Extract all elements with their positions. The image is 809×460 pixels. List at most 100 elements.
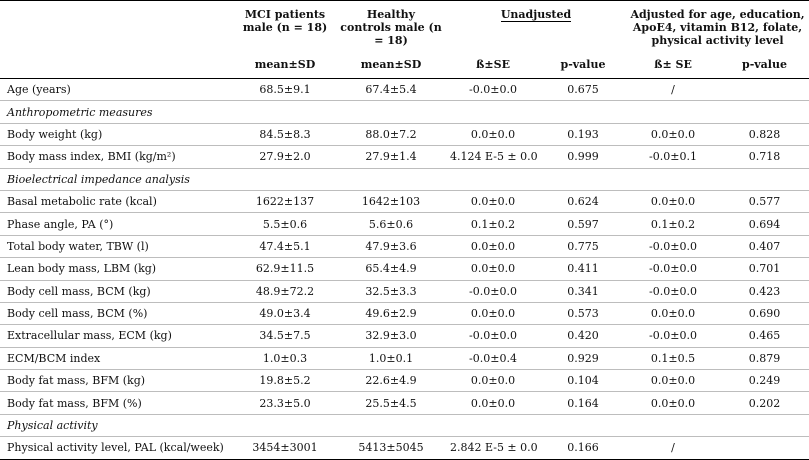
subheader-blank [0,58,234,79]
cell-mci-mean: 49.0±3.4 [234,302,336,326]
subheader-unadj-p: p-value [540,58,627,79]
cell-adj-p: 0.577 [720,190,809,214]
cell-mci-mean: 62.9±11.5 [234,257,336,281]
header-unadjusted-label: Unadjusted [500,8,572,22]
section-row: Bioelectrical impedance analysis [0,168,809,191]
row-label: Body fat mass, BFM (kg) [0,369,234,393]
cell-adj-p: 0.423 [720,280,809,303]
header-unadjusted: Unadjusted [446,1,626,59]
cell-unadj-p: 0.775 [540,235,627,259]
cell-adj-p [720,78,809,102]
table-row: Basal metabolic rate (kcal) 1622±137 1642±… [0,190,809,214]
cell-hc-mean: 49.6±2.9 [336,302,446,326]
cell-unadj-beta: 0.0±0.0 [446,257,540,281]
cell-unadj-beta: 0.0±0.0 [446,123,540,147]
cell-unadj-beta: -0.0±0.4 [446,347,540,371]
subheader-unadj-beta: ß±SE [446,58,540,79]
row-label: Age (years) [0,78,234,102]
table-row: Body fat mass, BFM (kg) 19.8±5.2 22.6±4.9 0… [0,369,809,393]
cell-hc-mean: 1642±103 [336,190,446,214]
cell-unadj-beta: 0.1±0.2 [446,212,540,236]
row-label: Lean body mass, LBM (kg) [0,257,234,281]
cell-adj-beta: 0.1±0.5 [626,347,721,371]
table-row: Body weight (kg) 84.5±8.3 88.0±7.2 0.0±0.0 0… [0,123,809,147]
table-row: Body cell mass, BCM (%) 49.0±3.4 49.6±2.9 0… [0,302,809,326]
cell-adj-beta: / [626,78,721,102]
cell-mci-mean: 3454±3001 [234,436,336,460]
cell-hc-mean: 32.5±3.3 [336,280,446,303]
header-mci: MCI patients male (n = 18) [242,8,328,34]
table-row: Total body water, TBW (l) 47.4±5.1 47.9±3.… [0,235,809,259]
cell-adj-beta: -0.0±0.0 [626,280,721,303]
cell-unadj-p: 0.597 [540,212,627,236]
cell-unadj-p: 0.104 [540,369,627,393]
cell-unadj-beta: 0.0±0.0 [446,302,540,326]
table-row: Body mass index, BMI (kg/m²) 27.9±2.0 27.9… [0,145,809,169]
subheader-adj-beta: ß± SE [626,58,721,79]
cell-unadj-beta: 2.842 E-5 ± 0.0 [446,436,540,460]
row-label: Basal metabolic rate (kcal) [0,190,234,214]
cell-adj-p: 0.701 [720,257,809,281]
section-label: Bioelectrical impedance analysis [0,168,809,191]
cell-unadj-beta: 0.0±0.0 [446,190,540,214]
cell-hc-mean: 32.9±3.0 [336,324,446,348]
row-label: Body fat mass, BFM (%) [0,391,234,415]
cell-adj-p: 0.694 [720,212,809,236]
cell-mci-mean: 1.0±0.3 [234,347,336,371]
cell-adj-beta: -0.0±0.0 [626,257,721,281]
section-row: Physical activity [0,414,809,438]
cell-hc-mean: 1.0±0.1 [336,347,446,371]
cell-mci-mean: 47.4±5.1 [234,235,336,259]
cell-adj-p: 0.407 [720,235,809,259]
table-row: Extracellular mass, ECM (kg) 34.5±7.5 32.9… [0,324,809,348]
cell-unadj-beta: 0.0±0.0 [446,369,540,393]
cell-unadj-beta: -0.0±0.0 [446,324,540,348]
cell-unadj-beta: -0.0±0.0 [446,280,540,303]
cell-unadj-beta: -0.0±0.0 [446,78,540,102]
row-label: Body cell mass, BCM (kg) [0,280,234,303]
cell-unadj-p: 0.341 [540,280,627,303]
row-label: Body cell mass, BCM (%) [0,302,234,326]
cell-unadj-beta: 0.0±0.0 [446,391,540,415]
cell-hc-mean: 5.6±0.6 [336,212,446,236]
header-adjusted: Adjusted for age, education, ApoE4, vita… [630,8,805,47]
cell-unadj-p: 0.573 [540,302,627,326]
cell-hc-mean: 88.0±7.2 [336,123,446,147]
row-label: ECM/BCM index [0,347,234,371]
cell-hc-mean: 65.4±4.9 [336,257,446,281]
cell-mci-mean: 48.9±72.2 [234,280,336,303]
cell-mci-mean: 23.3±5.0 [234,391,336,415]
row-label: Phase angle, PA (°) [0,212,234,236]
cell-adj-beta: 0.1±0.2 [626,212,721,236]
cell-mci-mean: 27.9±2.0 [234,145,336,169]
row-label: Extracellular mass, ECM (kg) [0,324,234,348]
section-label: Physical activity [0,414,809,438]
cell-mci-mean: 19.8±5.2 [234,369,336,393]
cell-mci-mean: 68.5±9.1 [234,78,336,102]
cell-adj-p [720,436,809,460]
cell-mci-mean: 1622±137 [234,190,336,214]
cell-adj-beta: -0.0±0.0 [626,235,721,259]
cell-unadj-p: 0.164 [540,391,627,415]
table-row: Age (years) 68.5±9.1 67.4±5.4 -0.0±0.0 0.675… [0,78,809,102]
cell-adj-beta: -0.0±0.1 [626,145,721,169]
section-row: Anthropometric measures [0,100,809,124]
cell-unadj-p: 0.624 [540,190,627,214]
subheader-mci-mean: mean±SD [234,58,336,79]
cell-unadj-beta: 4.124 E-5 ± 0.0 [446,145,540,169]
subheader-adj-p: p-value [720,58,809,79]
cell-adj-p: 0.249 [720,369,809,393]
subheader-hc-mean: mean±SD [336,58,446,79]
cell-hc-mean: 47.9±3.6 [336,235,446,259]
cell-adj-beta: 0.0±0.0 [626,123,721,147]
cell-unadj-p: 0.929 [540,347,627,371]
cell-adj-beta: 0.0±0.0 [626,369,721,393]
cell-adj-p: 0.718 [720,145,809,169]
cell-adj-p: 0.828 [720,123,809,147]
table-row: Physical activity level, PAL (kcal/week)… [0,436,809,460]
table-row: Body fat mass, BFM (%) 23.3±5.0 25.5±4.5 0.… [0,391,809,415]
subheader-row: mean±SD mean±SD ß±SE p-value ß± SE p-val… [0,58,809,79]
row-label: Total body water, TBW (l) [0,235,234,259]
cell-hc-mean: 27.9±1.4 [336,145,446,169]
